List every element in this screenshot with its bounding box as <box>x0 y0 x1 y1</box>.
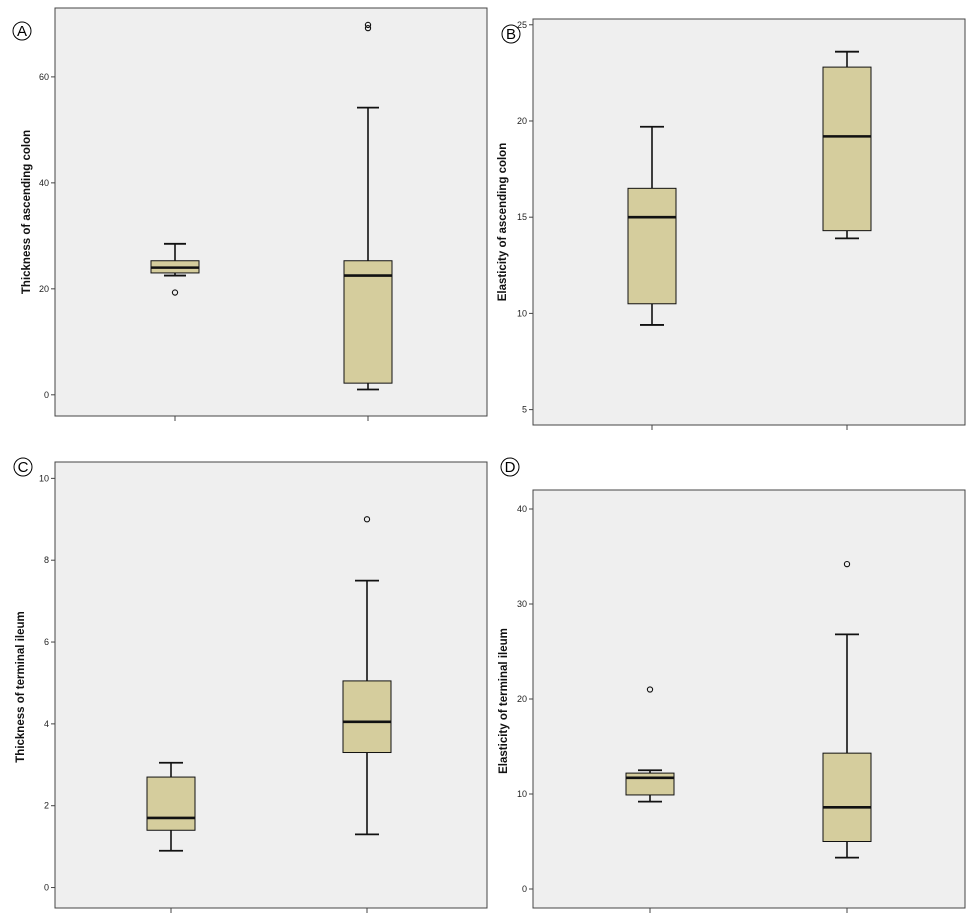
outlier-point-d-2-1 <box>843 560 851 568</box>
iqr-box-d-1 <box>625 772 675 796</box>
panel-a: A Thickness of ascending colon 0 20 40 60 <box>12 7 488 421</box>
y-tick-label-b-10: 10 <box>517 308 527 318</box>
panel-c: C Thickness of terminal ileum 0 2 4 6 8 10 <box>13 457 488 913</box>
outlier-point-c-2-1 <box>363 516 371 523</box>
y-tick-label-a-0: 0 <box>44 390 49 400</box>
panel-letter-c: C <box>18 459 29 476</box>
y-tick-label-c-6: 6 <box>44 637 49 647</box>
y-tick-label-a-40: 40 <box>39 178 49 188</box>
y-tick-label-b-25: 25 <box>517 20 527 30</box>
iqr-box-a-2 <box>343 260 393 384</box>
plot-area-c <box>54 461 488 909</box>
y-tick-label-d-10: 10 <box>517 789 527 799</box>
iqr-box-c-1 <box>146 776 196 831</box>
panel-b: B Elasticity of ascending colon 5 10 15 20 25 <box>497 18 966 430</box>
y-tick-label-b-15: 15 <box>517 212 527 222</box>
box-b-1 <box>627 125 677 326</box>
y-tick-label-c-0: 0 <box>44 883 49 893</box>
panel-letter-a: A <box>17 23 27 40</box>
box-b-2 <box>822 50 872 240</box>
y-tick-label-d-0: 0 <box>522 884 527 894</box>
y-axis-title-d: Elasticity of terminal ileum <box>498 628 510 774</box>
panel-letter-circle-c <box>13 457 33 477</box>
y-tick-label-a-20: 20 <box>39 284 49 294</box>
box-d-1 <box>625 686 675 803</box>
iqr-box-c-2 <box>342 680 392 754</box>
y-tick-label-c-8: 8 <box>44 555 49 565</box>
y-axis-title-b: Elasticity of ascending colon <box>497 143 509 301</box>
y-tick-label-b-5: 5 <box>522 405 527 415</box>
plot-area-d <box>532 489 966 909</box>
y-tick-label-c-4: 4 <box>44 719 49 729</box>
y-tick-label-a-60: 60 <box>39 72 49 82</box>
outlier-point-d-1-1 <box>646 686 654 693</box>
box-c-1 <box>146 761 196 852</box>
plot-area-a <box>54 7 488 417</box>
y-axis-title-a: Thickness of ascending colon <box>21 130 33 294</box>
box-a-1 <box>150 242 200 296</box>
panel-letter-circle-a <box>12 21 32 41</box>
outlier-point-a-2-1 <box>364 24 372 32</box>
panel-letter-circle-b <box>501 24 521 44</box>
outlier-point-a-2-2 <box>364 21 372 29</box>
panel-letter-circle-d <box>500 457 520 477</box>
y-tick-label-b-20: 20 <box>517 116 527 126</box>
y-tick-label-d-30: 30 <box>517 599 527 609</box>
iqr-box-d-2 <box>822 752 872 843</box>
iqr-box-b-2 <box>822 66 872 232</box>
outlier-point-a-1-1 <box>171 289 179 296</box>
y-tick-label-c-10: 10 <box>39 473 49 483</box>
box-a-2 <box>343 21 393 391</box>
y-tick-label-d-40: 40 <box>517 504 527 514</box>
y-tick-label-d-20: 20 <box>517 694 527 704</box>
y-tick-label-c-2: 2 <box>44 801 49 811</box>
plot-area-b <box>532 18 966 426</box>
panel-letter-d: D <box>505 459 516 476</box>
y-axis-title-c: Thickness of terminal ileum <box>15 611 27 762</box>
iqr-box-b-1 <box>627 187 677 305</box>
box-d-2 <box>822 560 872 859</box>
panel-letter-b: B <box>506 26 516 43</box>
box-c-2 <box>342 516 392 836</box>
panel-d: D Elasticity of terminal ileum 0 10 20 30 40 <box>498 457 966 913</box>
